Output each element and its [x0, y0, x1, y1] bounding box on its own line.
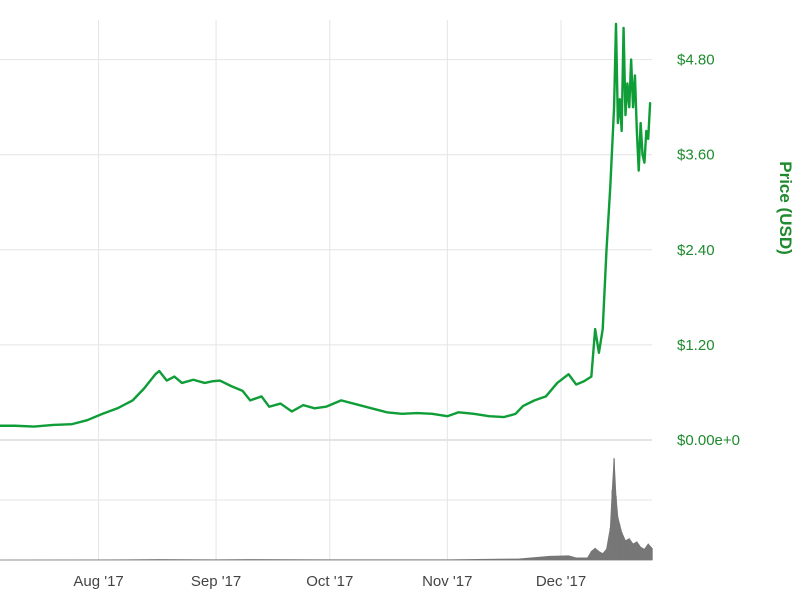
y-tick-label: $2.40 — [677, 242, 715, 259]
y-tick-label: $1.20 — [677, 337, 715, 354]
y-tick-label: $3.60 — [677, 147, 715, 164]
y-tick-label: $4.80 — [677, 52, 715, 69]
x-tick-label: Sep '17 — [191, 573, 241, 590]
volume-bars — [0, 458, 653, 561]
y-axis-title: Price (USD) — [776, 161, 795, 255]
grid-lines — [0, 20, 652, 561]
volume-area — [0, 458, 653, 561]
y-tick-label: $0.00e+0 — [677, 432, 740, 449]
x-tick-label: Nov '17 — [422, 573, 472, 590]
x-tick-label: Aug '17 — [73, 573, 123, 590]
x-tick-label: Dec '17 — [536, 573, 586, 590]
price-series — [0, 22, 652, 428]
x-tick-label: Oct '17 — [306, 573, 353, 590]
price-line — [0, 22, 652, 428]
y-axis-ticks: $0.00e+0 $1.20 $2.40 $3.60 $4.80 — [677, 52, 740, 449]
x-axis-ticks: Aug '17 Sep '17 Oct '17 Nov '17 Dec '17 — [73, 573, 586, 590]
